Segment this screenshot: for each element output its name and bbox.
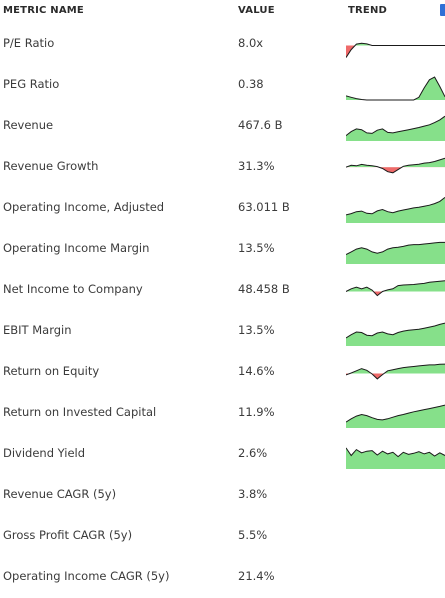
table-row[interactable]: PEG Ratio 0.38 — [0, 65, 445, 106]
trend-sparkline — [346, 516, 445, 557]
metric-name: Operating Income Margin — [3, 241, 150, 255]
sparkline-svg — [346, 322, 445, 346]
metric-name: P/E Ratio — [3, 36, 55, 50]
trend-sparkline — [346, 311, 445, 352]
metric-value: 48.458 B — [238, 282, 290, 296]
trend-sparkline — [346, 24, 445, 65]
table-row[interactable]: Revenue Growth 31.3% — [0, 147, 445, 188]
sparkline-svg — [346, 241, 445, 264]
sparkline-positive-area — [346, 116, 445, 141]
metric-name: PEG Ratio — [3, 77, 60, 91]
metric-value: 14.6% — [238, 364, 275, 378]
sparkline-line — [346, 241, 445, 256]
sparkline-positive-area — [346, 242, 445, 264]
sparkline-positive-area — [346, 280, 445, 292]
sparkline-line — [346, 157, 445, 174]
trend-sparkline — [346, 147, 445, 188]
trend-sparkline — [346, 65, 445, 106]
trend-sparkline — [346, 475, 445, 516]
sparkline-svg — [346, 157, 445, 174]
metric-value: 3.8% — [238, 487, 268, 501]
sparkline-line — [346, 115, 445, 136]
table-row[interactable]: Revenue 467.6 B — [0, 106, 445, 147]
table-row[interactable]: Net Income to Company 48.458 B — [0, 270, 445, 311]
table-row[interactable]: P/E Ratio 8.0x — [0, 24, 445, 65]
sparkline-positive-area — [346, 158, 445, 168]
table-row[interactable]: Return on Invested Capital 11.9% — [0, 393, 445, 434]
sparkline-svg — [346, 197, 445, 223]
metric-name: Net Income to Company — [3, 282, 143, 296]
sparkline-line — [346, 280, 445, 297]
sparkline-svg — [346, 280, 445, 297]
metric-value: 21.4% — [238, 569, 275, 583]
metric-name: Return on Equity — [3, 364, 100, 378]
table-row[interactable]: Revenue CAGR (5y) 3.8% — [0, 475, 445, 516]
metric-name: Dividend Yield — [3, 446, 86, 460]
metric-name: Revenue CAGR (5y) — [3, 487, 117, 501]
trend-sparkline — [346, 393, 445, 434]
sparkline-line — [346, 447, 445, 458]
sparkline-svg — [346, 447, 445, 469]
metric-name: Operating Income, Adjusted — [3, 200, 165, 214]
table-header: METRIC NAME VALUE TREND — [0, 0, 445, 24]
sparkline-svg — [346, 404, 445, 428]
trend-sparkline — [346, 188, 445, 229]
sparkline-svg — [346, 42, 445, 58]
sparkline-positive-area — [346, 364, 445, 374]
metric-value: 5.5% — [238, 528, 268, 542]
sparkline-positive-area — [346, 77, 445, 100]
metric-name: Operating Income CAGR (5y) — [3, 569, 170, 583]
sparkline-svg — [346, 76, 445, 101]
sparkline-line — [346, 76, 445, 101]
sparkline-positive-area — [346, 447, 445, 469]
metric-value: 31.3% — [238, 159, 275, 173]
sparkline-svg — [346, 363, 445, 380]
sparkline-positive-area — [346, 323, 445, 346]
metric-value: 63.011 B — [238, 200, 290, 214]
table-row[interactable]: Dividend Yield 2.6% — [0, 434, 445, 475]
table-row[interactable]: Operating Income CAGR (5y) 21.4% — [0, 557, 445, 598]
sparkline-line — [346, 322, 445, 339]
metric-value: 2.6% — [238, 446, 268, 460]
sparkline-negative-area — [346, 167, 445, 173]
metric-value: 13.5% — [238, 241, 275, 255]
column-header-value[interactable]: VALUE — [238, 5, 275, 16]
table-row[interactable]: Return on Equity 14.6% — [0, 352, 445, 393]
trend-sparkline — [346, 229, 445, 270]
metric-name: Gross Profit CAGR (5y) — [3, 528, 133, 542]
metric-value: 467.6 B — [238, 118, 283, 132]
sparkline-svg — [346, 115, 445, 141]
column-header-metric-name[interactable]: METRIC NAME — [3, 5, 84, 16]
sparkline-positive-area — [346, 197, 445, 223]
trend-sparkline — [346, 557, 445, 598]
sparkline-line — [346, 404, 445, 423]
table-row[interactable]: Gross Profit CAGR (5y) 5.5% — [0, 516, 445, 557]
trend-sparkline — [346, 270, 445, 311]
table-row[interactable]: EBIT Margin 13.5% — [0, 311, 445, 352]
sparkline-line — [346, 42, 445, 58]
sparkline-line — [346, 363, 445, 380]
table-row[interactable]: Operating Income, Adjusted 63.011 B — [0, 188, 445, 229]
metric-value: 13.5% — [238, 323, 275, 337]
sparkline-line — [346, 197, 445, 216]
metric-value: 8.0x — [238, 36, 264, 50]
metric-name: Return on Invested Capital — [3, 405, 157, 419]
trend-sparkline — [346, 106, 445, 147]
trend-sparkline — [346, 352, 445, 393]
offscreen-column-edge[interactable] — [440, 4, 445, 16]
column-header-trend[interactable]: TREND — [348, 5, 388, 16]
metric-value: 11.9% — [238, 405, 275, 419]
metric-name: EBIT Margin — [3, 323, 72, 337]
metric-name: Revenue — [3, 118, 54, 132]
metric-name: Revenue Growth — [3, 159, 99, 173]
trend-sparkline — [346, 434, 445, 475]
table-row[interactable]: Operating Income Margin 13.5% — [0, 229, 445, 270]
metric-value: 0.38 — [238, 77, 264, 91]
